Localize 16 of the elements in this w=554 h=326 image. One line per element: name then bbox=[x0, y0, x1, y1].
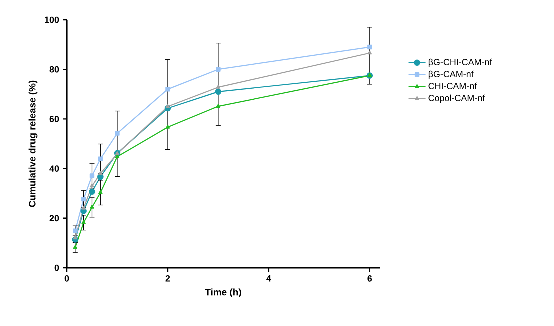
legend-label: Copol-CAM-nf bbox=[428, 94, 486, 104]
y-tick-label: 80 bbox=[50, 66, 60, 73]
y-tick-label: 60 bbox=[50, 116, 60, 122]
x-tick-label: 6 bbox=[368, 276, 372, 282]
y-tick-label: 100 bbox=[45, 16, 60, 24]
y-axis-title: Cumulative drug release (%) bbox=[28, 80, 38, 208]
y-tick-label: 0 bbox=[54, 264, 60, 272]
legend-label: βG-CHI-CAM-nf bbox=[428, 58, 492, 68]
legend-label: βG-CAM-nf bbox=[428, 70, 474, 80]
x-tick-label: 2 bbox=[166, 276, 170, 282]
x-axis-title: Time (h) bbox=[205, 288, 242, 298]
legend-label: CHI-CAM-nf bbox=[428, 82, 478, 90]
y-tick-label: 20 bbox=[50, 215, 60, 222]
x-tick-label: 0 bbox=[64, 276, 70, 282]
x-tick-label: 4 bbox=[266, 276, 272, 282]
y-tick-label: 40 bbox=[50, 166, 60, 172]
